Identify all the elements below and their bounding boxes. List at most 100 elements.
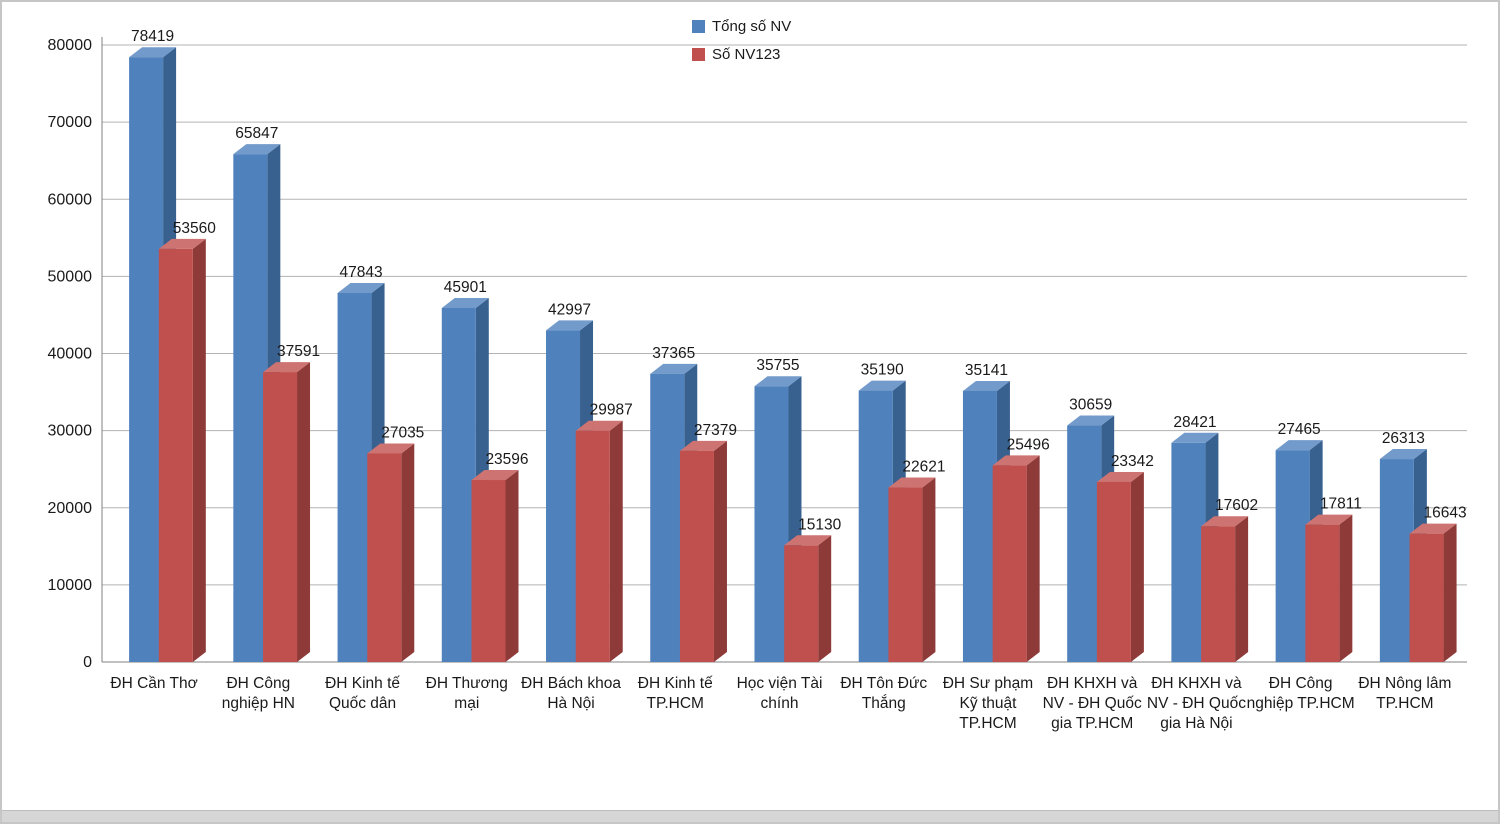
- legend-label-tong-so-nv: Tổng số NV: [712, 18, 792, 35]
- bar-top-face: [337, 283, 385, 294]
- bar-front-face: [233, 154, 268, 662]
- bar-front-face: [1096, 481, 1131, 662]
- bar-front-face: [1067, 425, 1102, 662]
- bar-value-label: 35141: [965, 362, 1008, 379]
- bar-value-label: 37365: [652, 345, 695, 362]
- bar-value-label: 37591: [277, 343, 320, 360]
- legend: Tổng số NV Số NV123: [692, 18, 791, 63]
- bar-front-face: [158, 248, 193, 662]
- bar-group-so-nv123: 25496: [992, 436, 1050, 662]
- bar-front-face: [650, 373, 685, 662]
- bar-value-label: 35755: [756, 357, 799, 374]
- bar-top-face: [1171, 432, 1219, 443]
- bar-value-label: 23596: [485, 451, 528, 468]
- legend-swatch-red-icon: [692, 48, 705, 61]
- bar-value-label: 45901: [444, 279, 487, 296]
- bar-group-so-nv123: 23596: [471, 451, 529, 662]
- bar-front-face: [858, 390, 893, 662]
- bar-front-face: [992, 465, 1027, 662]
- bar-side-face: [818, 535, 832, 662]
- bar-side-face: [609, 420, 623, 662]
- bar-top-face: [1067, 415, 1115, 426]
- bar-top-face: [575, 420, 623, 431]
- bar-group-so-nv123: 16643: [1409, 505, 1467, 662]
- bar-top-face: [784, 535, 832, 546]
- bar-side-face: [192, 238, 206, 662]
- bar-side-face: [1235, 516, 1249, 662]
- bar-value-label: 27465: [1278, 421, 1321, 438]
- bar-front-face: [575, 430, 610, 662]
- bar-side-face: [401, 443, 415, 662]
- bar-side-face: [1339, 514, 1353, 662]
- bar-top-face: [367, 443, 415, 454]
- y-tick-label: 0: [83, 654, 92, 671]
- bar-value-label: 42997: [548, 301, 591, 318]
- bar-value-label: 25496: [1007, 436, 1050, 453]
- bar-top-face: [992, 455, 1040, 466]
- bar-front-face: [441, 307, 476, 662]
- bar-group-so-nv123: 17811: [1305, 496, 1362, 662]
- bar-top-face: [233, 144, 281, 155]
- bar-front-face: [1409, 533, 1444, 662]
- bar-top-face: [1096, 471, 1144, 482]
- bar-value-label: 17811: [1320, 496, 1362, 513]
- bar-front-face: [1379, 459, 1414, 662]
- y-tick-label: 40000: [48, 346, 93, 363]
- bar-top-face: [1305, 514, 1353, 525]
- bar-front-face: [129, 57, 164, 662]
- bar-group-tong-so-nv: 42997: [546, 301, 594, 662]
- bar-front-face: [546, 330, 581, 662]
- legend-item-so-nv123: Số NV123: [692, 46, 791, 63]
- bar-value-label: 29987: [590, 402, 633, 419]
- y-tick-label: 60000: [48, 191, 93, 208]
- bar-group-so-nv123: 53560: [158, 220, 216, 662]
- y-tick-label: 80000: [48, 37, 93, 54]
- bar-top-face: [962, 380, 1010, 391]
- bar-front-face: [337, 293, 372, 662]
- y-tick-label: 20000: [48, 500, 93, 517]
- bar-value-label: 23342: [1111, 453, 1154, 470]
- y-tick-label: 30000: [48, 423, 93, 440]
- bar-top-face: [263, 362, 311, 373]
- bar-side-face: [297, 362, 311, 662]
- y-tick-label: 10000: [48, 577, 93, 594]
- bar-top-face: [1201, 516, 1249, 527]
- legend-label-so-nv123: Số NV123: [712, 46, 781, 63]
- bar-top-face: [158, 238, 206, 249]
- bar-top-face: [546, 320, 594, 331]
- bar-value-label: 17602: [1215, 497, 1258, 514]
- bar-value-label: 16643: [1424, 505, 1467, 522]
- bar-group-so-nv123: 17602: [1201, 497, 1258, 662]
- bar-top-face: [858, 380, 906, 391]
- bar-top-face: [1409, 523, 1457, 534]
- bar-value-label: 27035: [381, 424, 424, 441]
- bar-front-face: [962, 390, 997, 662]
- bar-top-face: [650, 363, 698, 374]
- bar-group-so-nv123: 23342: [1096, 453, 1154, 662]
- bar-value-label: 27379: [694, 422, 737, 439]
- bar-value-label: 78419: [131, 28, 174, 45]
- bar-group-so-nv123: 27035: [367, 424, 424, 662]
- bar-value-label: 22621: [902, 459, 945, 476]
- bar-top-face: [471, 470, 519, 481]
- bar-front-face: [784, 545, 819, 662]
- bar-side-face: [1026, 455, 1040, 662]
- bar-front-face: [1201, 526, 1236, 662]
- bar-value-label: 53560: [173, 220, 216, 237]
- legend-item-tong-so-nv: Tổng số NV: [692, 18, 791, 35]
- bar-front-face: [1305, 524, 1340, 662]
- bar-value-label: 26313: [1382, 430, 1425, 447]
- bar-value-label: 35190: [861, 362, 904, 379]
- bar-side-face: [713, 440, 727, 662]
- bar-front-face: [754, 386, 789, 662]
- bar-group-so-nv123: 27379: [679, 422, 737, 662]
- bar-value-label: 65847: [235, 125, 278, 142]
- bar-top-face: [441, 297, 489, 308]
- bar-front-face: [888, 487, 923, 662]
- bar-side-face: [1130, 471, 1144, 662]
- bar-side-face: [1443, 523, 1457, 662]
- bar-front-face: [367, 453, 402, 662]
- bar-group-so-nv123: 37591: [263, 343, 320, 662]
- y-tick-label: 70000: [48, 114, 93, 131]
